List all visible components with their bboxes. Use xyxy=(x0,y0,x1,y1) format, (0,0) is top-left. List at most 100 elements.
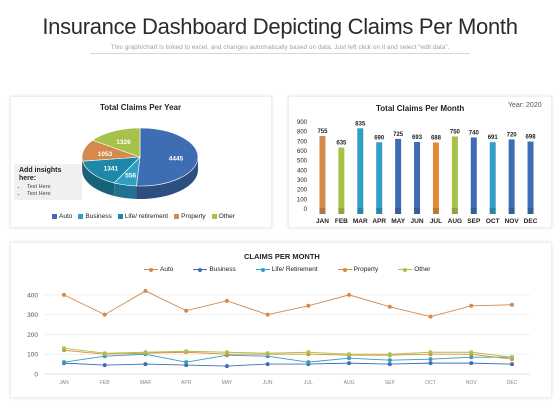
bar-x-tick-label: MAR xyxy=(353,218,368,225)
line-x-tick-label: APR xyxy=(181,380,192,386)
bar-y-tick-label: 300 xyxy=(297,178,308,184)
data-point-life xyxy=(347,356,352,361)
pie-legend-label: Business xyxy=(85,213,112,220)
other-swatch xyxy=(211,214,217,219)
line-y-tick-label: 200 xyxy=(27,332,38,339)
line-x-tick-label: JUN xyxy=(263,380,273,386)
bar-y-tick-label: 500 xyxy=(297,159,308,165)
bar-x-tick-label: MAY xyxy=(391,218,406,225)
data-point-auto xyxy=(347,292,352,297)
line-chart-title: CLAIMS PER MONTH xyxy=(244,252,320,261)
pie-legend-item-property: Property xyxy=(174,213,206,220)
line-legend-label: Life/ Retirement xyxy=(271,266,318,273)
line-x-tick-label: SEP xyxy=(385,380,396,386)
bar-value-label: 720 xyxy=(507,132,518,138)
line-legend-item-business: Business xyxy=(193,266,236,273)
data-point-other xyxy=(62,346,66,351)
bar-base xyxy=(508,208,515,214)
property-line-swatch xyxy=(337,267,352,273)
life-swatch xyxy=(117,214,123,219)
insights-heading: Add insights here: xyxy=(19,167,62,182)
series-line-property xyxy=(63,349,513,360)
data-point-auto xyxy=(184,308,189,313)
line-legend-item-property: Property xyxy=(337,266,379,273)
line-legend-label: Auto xyxy=(160,266,174,273)
data-point-other xyxy=(143,350,148,355)
series-line-business xyxy=(63,362,513,367)
bar-x-tick-label: SEP xyxy=(467,218,481,225)
title-divider xyxy=(90,53,470,54)
bar-y-tick-label: 800 xyxy=(297,130,308,136)
pie-slice xyxy=(136,127,199,187)
bar xyxy=(527,141,534,209)
data-point-life xyxy=(306,360,311,365)
line-y-tick-label: 300 xyxy=(27,312,38,319)
bar-y-tick-label: 0 xyxy=(304,207,308,213)
bar-base xyxy=(470,208,477,214)
data-point-business xyxy=(265,362,270,367)
bar-base xyxy=(489,208,496,214)
bar-value-label: 835 xyxy=(355,121,366,127)
data-point-other xyxy=(224,350,229,355)
line-panel xyxy=(10,242,552,398)
line-legend-item-other: Other xyxy=(398,266,430,273)
bar-base xyxy=(395,208,402,214)
bar-base xyxy=(432,208,439,214)
data-point-other xyxy=(387,352,392,357)
line-legend-item-life: Life/ Retirement xyxy=(255,266,318,273)
data-point-other xyxy=(428,350,433,355)
insights-box[interactable]: Add insights here: Text Here Text Here xyxy=(14,164,82,200)
data-point-other xyxy=(102,351,107,356)
data-point-auto xyxy=(428,314,433,319)
bar-y-tick-label: 900 xyxy=(297,120,308,126)
data-point-auto xyxy=(510,302,514,307)
bar-value-label: 693 xyxy=(412,135,423,141)
insights-list: Text Here Text Here xyxy=(19,184,77,198)
year-label: Year: 2020 xyxy=(508,102,542,109)
bar-base xyxy=(319,208,326,214)
page-title: Insurance Dashboard Depicting Claims Per… xyxy=(42,14,518,39)
bar-value-label: 750 xyxy=(450,130,461,136)
line-x-tick-label: MAY xyxy=(222,380,233,386)
pie-legend-item-auto: Auto xyxy=(52,213,72,220)
insights-item: Text Here xyxy=(27,191,77,198)
pie-slice-side xyxy=(136,157,198,199)
pie-value-label: 1053 xyxy=(98,151,113,158)
bar-base xyxy=(451,208,458,214)
bar xyxy=(357,128,364,209)
business-swatch xyxy=(78,214,84,219)
data-point-business xyxy=(143,362,148,367)
line-legend-label: Property xyxy=(353,266,379,273)
data-point-business xyxy=(224,364,229,369)
bar-y-tick-label: 700 xyxy=(297,139,308,145)
bar-value-label: 691 xyxy=(488,135,499,141)
page-subtitle: This graph/chart is linked to excel, and… xyxy=(110,44,450,51)
data-point-business xyxy=(347,361,352,366)
bar xyxy=(338,147,345,209)
bar-value-label: 755 xyxy=(317,129,328,135)
bar-x-tick-label: OCT xyxy=(486,218,500,225)
bar-x-tick-label: AUG xyxy=(448,218,462,225)
series-line-other xyxy=(63,347,513,358)
pie-legend-item-business: Business xyxy=(78,213,112,220)
line-y-tick-label: 400 xyxy=(27,292,38,299)
line-x-tick-label: MAR xyxy=(140,380,152,386)
line-x-tick-label: OCT xyxy=(425,380,436,386)
bar-x-tick-label: APR xyxy=(372,218,386,225)
bar-y-tick-label: 600 xyxy=(297,149,308,155)
data-point-auto xyxy=(224,298,229,303)
business-line-swatch xyxy=(193,267,208,273)
data-point-auto xyxy=(469,303,474,308)
line-x-tick-label: FEB xyxy=(100,380,110,386)
data-point-business xyxy=(510,362,514,367)
line-legend: Auto Business Life/ Retirement Property … xyxy=(144,266,430,273)
bar xyxy=(470,137,477,209)
data-point-life xyxy=(184,360,189,365)
series-line-auto xyxy=(63,290,513,318)
pie-legend-item-life: Life/ retirement xyxy=(117,213,168,220)
bar-x-tick-label: JAN xyxy=(316,218,329,225)
data-point-life xyxy=(428,357,433,362)
